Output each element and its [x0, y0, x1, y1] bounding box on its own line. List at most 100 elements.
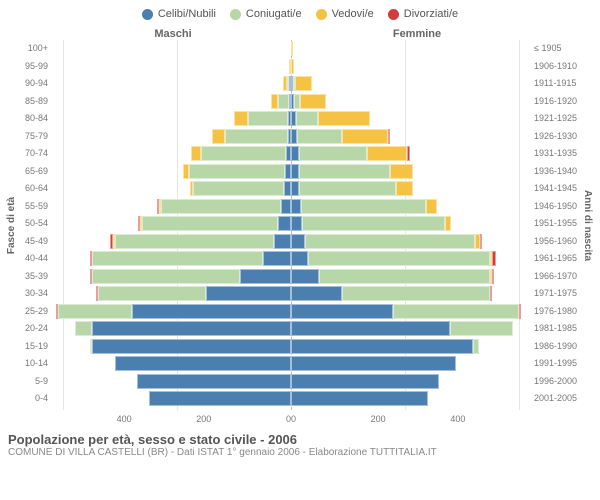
male-header: Maschi: [6, 28, 300, 40]
birth-tick: ≤ 1905: [534, 40, 582, 58]
female-bar: [291, 41, 530, 56]
seg-c: [291, 356, 456, 371]
seg-v: [271, 94, 278, 109]
birth-tick: 1971-1975: [534, 285, 582, 303]
seg-v: [445, 216, 452, 231]
age-tick: 25-29: [18, 303, 48, 321]
birth-tick: 2001-2005: [534, 390, 582, 408]
bar-row: [52, 356, 530, 371]
male-bar: [52, 339, 291, 354]
seg-c: [291, 321, 450, 336]
legend: Celibi/NubiliConiugati/eVedovi/eDivorzia…: [6, 4, 594, 28]
x-tick: 0: [211, 414, 291, 424]
seg-c: [291, 374, 439, 389]
legend-swatch: [230, 9, 241, 20]
x-axis: 0200400 0200400: [52, 410, 530, 424]
age-tick: 85-89: [18, 93, 48, 111]
seg-co: [189, 164, 286, 179]
seg-co: [302, 216, 444, 231]
male-bar: [52, 181, 291, 196]
legend-swatch: [142, 9, 153, 20]
seg-co: [299, 181, 396, 196]
male-bar: [52, 111, 291, 126]
birth-tick: 1911-1915: [534, 75, 582, 93]
legend-label: Divorziati/e: [404, 8, 458, 20]
chart-container: Celibi/NubiliConiugati/eVedovi/eDivorzia…: [0, 0, 600, 500]
age-tick: 100+: [18, 40, 48, 58]
male-bar: [52, 76, 291, 91]
seg-co: [92, 269, 240, 284]
seg-v: [191, 146, 201, 161]
female-bar: [291, 216, 530, 231]
seg-c: [278, 216, 291, 231]
bar-row: [52, 251, 530, 266]
legend-swatch: [388, 9, 399, 20]
age-tick: 95-99: [18, 58, 48, 76]
age-tick: 5-9: [18, 373, 48, 391]
seg-c: [291, 234, 305, 249]
seg-c: [115, 356, 291, 371]
seg-v: [291, 59, 294, 74]
seg-co: [278, 94, 289, 109]
seg-c: [291, 286, 342, 301]
age-tick: 15-19: [18, 338, 48, 356]
male-bar: [52, 391, 291, 406]
bar-row: [52, 146, 530, 161]
birth-tick: 1931-1935: [534, 145, 582, 163]
age-tick: 80-84: [18, 110, 48, 128]
birth-tick: 1926-1930: [534, 128, 582, 146]
female-bar: [291, 251, 530, 266]
birth-tick: 1966-1970: [534, 268, 582, 286]
age-tick: 0-4: [18, 390, 48, 408]
seg-c: [291, 164, 299, 179]
birth-tick: 1976-1980: [534, 303, 582, 321]
seg-co: [161, 199, 281, 214]
male-bar: [52, 41, 291, 56]
seg-c: [291, 304, 393, 319]
male-bar: [52, 251, 291, 266]
age-tick: 30-34: [18, 285, 48, 303]
male-bar: [52, 356, 291, 371]
female-bar: [291, 391, 530, 406]
birth-tick: 1986-1990: [534, 338, 582, 356]
seg-c: [291, 269, 319, 284]
footer: Popolazione per età, sesso e stato civil…: [6, 424, 594, 458]
bar-row: [52, 76, 530, 91]
chart-title: Popolazione per età, sesso e stato civil…: [8, 432, 592, 447]
birth-tick: 1941-1945: [534, 180, 582, 198]
female-bar: [291, 111, 530, 126]
legend-item: Divorziati/e: [388, 8, 458, 20]
bar-row: [52, 269, 530, 284]
seg-c: [206, 286, 291, 301]
seg-co: [393, 304, 518, 319]
seg-co: [193, 181, 284, 196]
male-bar: [52, 286, 291, 301]
seg-v: [295, 76, 312, 91]
seg-d: [519, 304, 521, 319]
seg-v: [212, 129, 225, 144]
age-tick: 60-64: [18, 180, 48, 198]
age-tick: 65-69: [18, 163, 48, 181]
birth-tick: 1951-1955: [534, 215, 582, 233]
bar-row: [52, 129, 530, 144]
x-tick: 200: [132, 414, 212, 424]
seg-c: [132, 304, 291, 319]
birth-tick: 1916-1920: [534, 93, 582, 111]
female-bar: [291, 304, 530, 319]
male-bar: [52, 146, 291, 161]
male-bar: [52, 234, 291, 249]
seg-co: [92, 251, 263, 266]
bar-row: [52, 391, 530, 406]
column-headers: Maschi Femmine: [6, 28, 594, 40]
bar-row: [52, 321, 530, 336]
female-bar: [291, 374, 530, 389]
seg-co: [75, 321, 92, 336]
legend-item: Vedovi/e: [316, 8, 374, 20]
bar-row: [52, 339, 530, 354]
seg-co: [98, 286, 206, 301]
bar-row: [52, 59, 530, 74]
seg-co: [299, 146, 367, 161]
bar-row: [52, 304, 530, 319]
seg-c: [137, 374, 291, 389]
birth-tick: 1906-1910: [534, 58, 582, 76]
